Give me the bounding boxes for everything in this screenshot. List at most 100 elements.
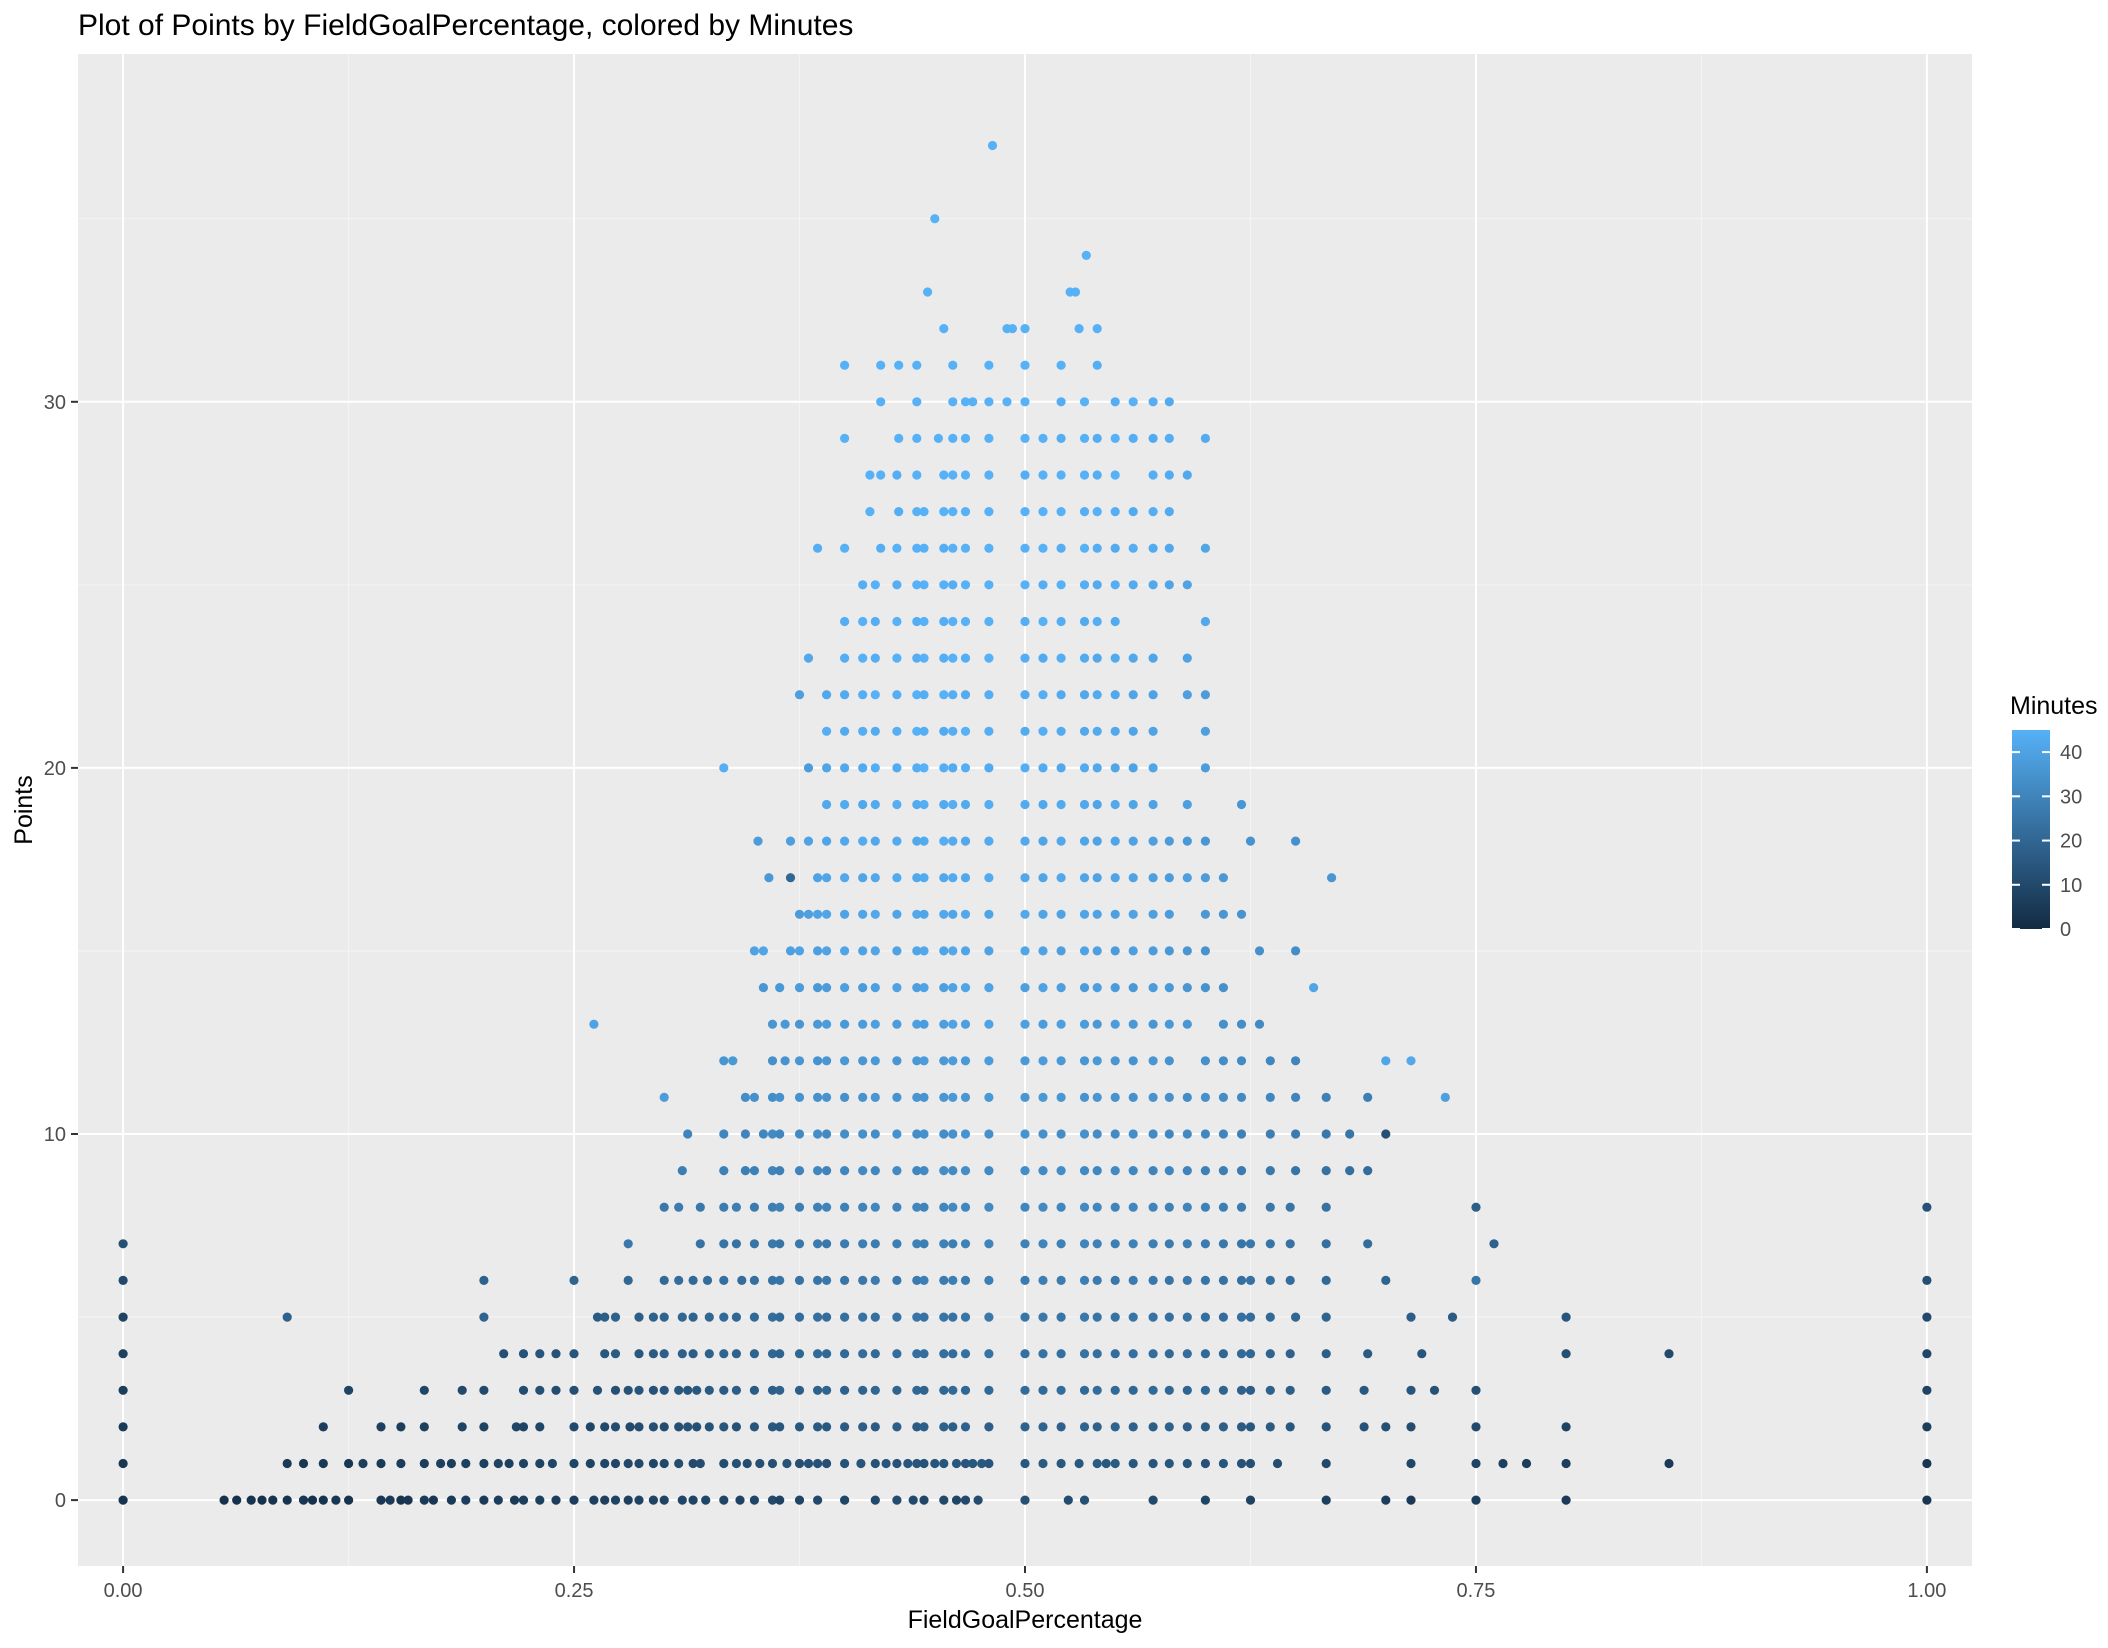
data-point [1363, 1166, 1373, 1176]
data-point [518, 1495, 529, 1505]
data-point [840, 909, 850, 919]
data-point [1020, 1129, 1030, 1139]
data-point [870, 1092, 880, 1102]
data-point [1079, 433, 1090, 443]
data-point [719, 1495, 729, 1505]
data-point [719, 1275, 729, 1285]
y-tick-label: 10 [44, 1124, 66, 1146]
data-point [1092, 1349, 1102, 1359]
data-point [1110, 1129, 1120, 1139]
data-point [1561, 1312, 1571, 1322]
data-point [1265, 1349, 1275, 1359]
data-point [1110, 1312, 1120, 1322]
data-point [919, 1202, 929, 1212]
data-point [1056, 1239, 1066, 1249]
data-point [1148, 690, 1158, 700]
data-point [960, 1312, 971, 1322]
data-point [118, 1239, 128, 1249]
data-point [1164, 1239, 1174, 1249]
data-point [822, 1129, 832, 1139]
data-point [1291, 1312, 1301, 1322]
data-point [939, 653, 949, 663]
data-point [948, 1275, 958, 1285]
data-point [1128, 799, 1138, 810]
data-point [822, 1202, 832, 1212]
data-point [813, 1385, 823, 1395]
data-point [396, 1422, 406, 1432]
data-point [930, 214, 940, 224]
data-point [1265, 1275, 1275, 1285]
data-point [753, 836, 763, 846]
data-point [794, 1092, 805, 1102]
data-point [282, 1312, 292, 1322]
data-point [1079, 946, 1090, 956]
data-point [1321, 1239, 1331, 1249]
data-point [1218, 1166, 1228, 1176]
data-point [118, 1349, 128, 1359]
data-point [892, 1056, 902, 1066]
data-point [1148, 1422, 1158, 1432]
data-point [858, 1166, 868, 1176]
data-point [912, 1202, 922, 1212]
data-point [1092, 1239, 1102, 1249]
data-point [892, 1129, 902, 1139]
data-point [876, 470, 886, 480]
data-point [1110, 580, 1120, 590]
data-point [683, 1385, 693, 1395]
data-point [1110, 946, 1120, 956]
data-point [840, 836, 850, 846]
data-point [948, 1092, 958, 1102]
data-point [1164, 433, 1174, 443]
data-point [695, 1458, 705, 1469]
data-point [1218, 1092, 1228, 1102]
data-point [858, 726, 868, 736]
data-point [1164, 470, 1174, 480]
data-point [318, 1495, 328, 1505]
data-point [948, 1056, 958, 1066]
data-point [677, 1349, 687, 1359]
data-point [1128, 1422, 1138, 1432]
data-point [912, 1129, 922, 1139]
data-point [858, 1422, 868, 1432]
data-point [858, 1129, 868, 1139]
data-point [1020, 1092, 1030, 1102]
data-point [939, 909, 949, 919]
data-point [813, 909, 823, 919]
data-point [973, 1495, 983, 1505]
data-point [1447, 1312, 1458, 1322]
data-point [1128, 433, 1138, 443]
data-point [1020, 726, 1030, 736]
data-point [840, 1092, 850, 1102]
data-point [1038, 1019, 1048, 1029]
data-point [1272, 1458, 1283, 1469]
data-point [939, 726, 949, 736]
data-point [719, 1202, 729, 1212]
data-points [118, 140, 1932, 1505]
data-point [1265, 1166, 1275, 1176]
data-point [919, 1495, 929, 1505]
data-point [1200, 1166, 1210, 1176]
data-point [1020, 616, 1030, 627]
data-point [569, 1385, 579, 1395]
data-point [692, 1422, 702, 1432]
data-point [1254, 946, 1265, 956]
data-point [951, 1495, 962, 1505]
data-point [870, 1312, 880, 1322]
data-point [692, 1385, 702, 1395]
data-point [775, 1166, 785, 1176]
data-point [1164, 909, 1174, 919]
data-point [892, 690, 902, 700]
data-point [1020, 360, 1030, 370]
data-point [1038, 653, 1048, 663]
data-point [1182, 470, 1192, 480]
data-point [960, 983, 971, 993]
data-point [1164, 836, 1174, 846]
data-point [858, 799, 868, 810]
data-point [813, 1202, 823, 1212]
x-tick-label: 0.00 [104, 1580, 143, 1602]
data-point [1020, 507, 1030, 517]
data-point [984, 1056, 994, 1066]
data-point [1056, 1312, 1066, 1322]
data-point [919, 690, 929, 700]
data-point [1164, 946, 1174, 956]
